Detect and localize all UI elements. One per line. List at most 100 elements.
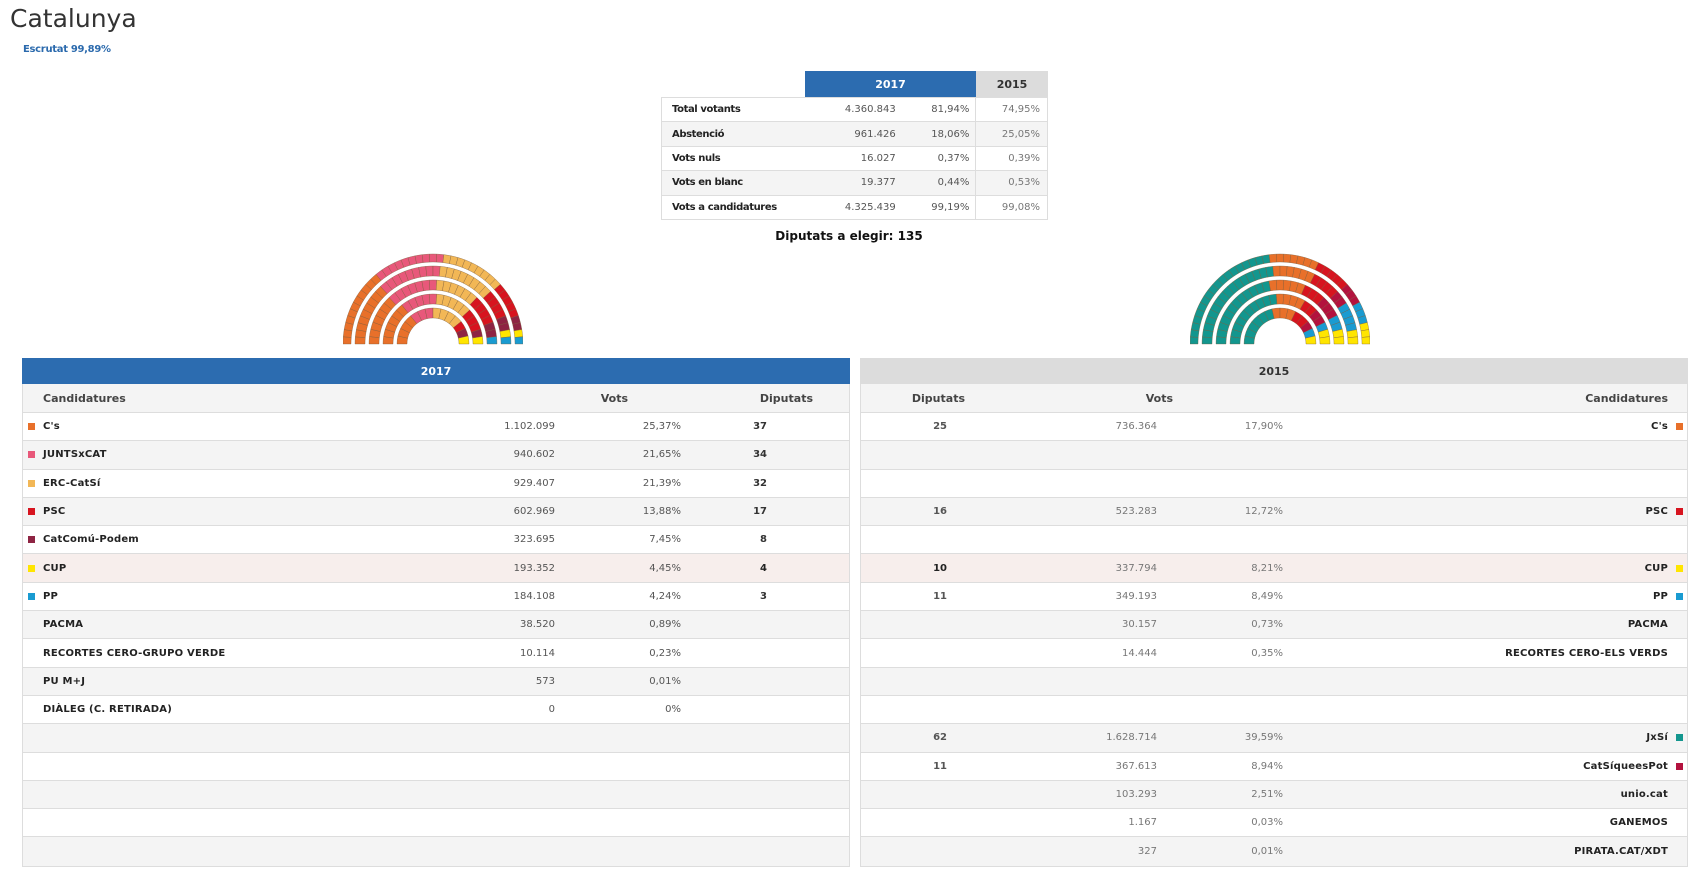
summary-pct-prev: 25,05% [975,122,1047,146]
table-row: PP 184.108 4,24% 3 [23,582,849,612]
candidature-cell: PSC [1283,506,1687,517]
summary-row: Vots a candidatures 4.325.439 99,19% 99,08% [662,194,1047,219]
party-name: JUNTSxCAT [43,449,107,461]
summary-table: 2017 2015 Total votants 4.360.843 81,94% 74… [661,71,1048,220]
party-color-swatch-icon [28,564,35,572]
header-diputats: Diputats [911,391,965,405]
party-color-swatch-icon [28,423,35,431]
table-row: JUNTSxCAT 940.602 21,65% 34 [23,441,849,470]
results-2017-title: 2017 [22,358,850,384]
diputats-cell: 62 [933,732,947,744]
candidature-cell: CatComú-Podem [23,534,423,545]
summary-label: Vots nuls [672,152,721,164]
vots-cell: 184.108 [513,590,555,602]
party-name: RECORTES CERO-ELS VERDS [1505,647,1668,659]
hemicycle-chart-2017 [343,253,523,345]
table-row [861,441,1687,470]
table-row: 16 523.283 12,72% PSC [861,497,1687,527]
summary-row: Vots en blanc 19.377 0,44% 0,53% [662,170,1047,195]
diputats-cell: 8 [760,534,767,546]
pct-cell: 0,73% [1251,619,1283,631]
vots-cell: 1.628.714 [1106,732,1157,744]
party-color-swatch-icon [28,536,35,544]
table-row [23,752,849,781]
summary-value: 4.360.843 [844,104,896,116]
header-vots: Vots [1145,391,1173,405]
results-2015-title: 2015 [860,358,1688,384]
table-row: 10 337.794 8,21% CUP [861,554,1687,583]
table-row: DIÀLEG (C. RETIRADA) 0 0% [23,695,849,725]
party-name: CUP [1644,562,1668,574]
candidature-cell: unio.cat [1283,789,1687,800]
summary-header-2017: 2017 [805,71,976,97]
candidature-cell: ERC-CatSí [23,478,423,489]
pct-cell: 21,39% [642,477,681,489]
party-name: unio.cat [1620,789,1668,800]
vots-cell: 193.352 [513,562,555,574]
summary-label: Vots a candidatures [672,201,777,213]
party-color-swatch-icon [28,592,35,600]
summary-pct: 81,94% [931,104,970,116]
diputats-cell: 3 [760,590,767,602]
party-name: PSC [1645,506,1668,518]
vots-cell: 323.695 [513,534,555,546]
table-row: 327 0,01% PIRATA.CAT/XDT [861,837,1687,866]
pct-cell: 0,01% [1251,846,1283,858]
table-row [861,667,1687,696]
pct-cell: 7,45% [649,534,681,546]
party-name: C's [1651,421,1668,433]
results-table-2017: 2017 Candidatures Vots Diputats C's 1.102… [22,358,850,867]
header-diputats: Diputats [759,391,813,405]
table-row: PSC 602.969 13,88% 17 [23,497,849,527]
summary-row: Abstenció 961.426 18,06% 25,05% [662,121,1047,146]
table-row [861,526,1687,555]
summary-label: Vots en blanc [672,177,743,189]
candidature-cell: PU M+J [23,676,423,687]
summary-pct-prev: 74,95% [975,98,1047,122]
table-row: PACMA 38.520 0,89% [23,611,849,640]
diputats-cell: 25 [933,421,947,433]
party-name: PACMA [1627,619,1668,631]
candidature-cell: GANEMOS [1283,817,1687,828]
table-row: C's 1.102.099 25,37% 37 [23,413,849,442]
summary-row: Total votants 4.360.843 81,94% 74,95% [662,97,1047,122]
pct-cell: 21,65% [642,449,681,461]
results-2017-header: Candidatures Vots Diputats [23,384,849,413]
pct-cell: 4,24% [649,590,681,602]
results-2015-header: Diputats Vots Candidatures [861,384,1687,413]
party-name: PU M+J [43,675,86,687]
table-row: RECORTES CERO-GRUPO VERDE 10.114 0,23% [23,639,849,668]
vots-cell: 0 [548,704,555,716]
candidature-cell: CUP [23,563,423,574]
vots-cell: 523.283 [1115,506,1157,518]
candidature-cell: C's [1283,421,1687,432]
table-row: 30.157 0,73% PACMA [861,611,1687,640]
results-table-2015: 2015 Diputats Vots Candidatures 25 736.36… [860,358,1688,867]
vots-cell: 367.613 [1115,760,1157,772]
vots-cell: 10.114 [520,647,555,659]
candidature-cell: PIRATA.CAT/XDT [1283,846,1687,857]
party-name: DIÀLEG (C. RETIRADA) [43,704,172,716]
vots-cell: 1.102.099 [504,421,555,433]
summary-body: Total votants 4.360.843 81,94% 74,95% Absten… [661,97,1048,220]
diputats-a-elegir: Diputats a elegir: 135 [0,229,1698,243]
table-row: ERC-CatSí 929.407 21,39% 32 [23,469,849,498]
party-name: CatSíqueesPot [1583,760,1668,772]
pct-cell: 4,45% [649,562,681,574]
summary-value: 4.325.439 [844,201,896,213]
pct-cell: 8,94% [1251,760,1283,772]
table-row [23,780,849,810]
summary-pct-prev: 0,53% [975,171,1047,195]
table-row: 1.167 0,03% GANEMOS [861,809,1687,838]
vots-cell: 602.969 [513,506,555,518]
party-color-swatch-icon [28,508,35,516]
summary-row: Vots nuls 16.027 0,37% 0,39% [662,145,1047,171]
table-row: 11 367.613 8,94% CatSíqueesPot [861,752,1687,781]
candidature-cell: RECORTES CERO-GRUPO VERDE [23,648,423,659]
pct-cell: 39,59% [1244,732,1283,744]
party-color-swatch-icon [1676,734,1683,742]
table-row: 11 349.193 8,49% PP [861,582,1687,612]
pct-cell: 0,35% [1251,647,1283,659]
party-color-swatch-icon [28,451,35,459]
pct-cell: 17,90% [1244,421,1283,433]
